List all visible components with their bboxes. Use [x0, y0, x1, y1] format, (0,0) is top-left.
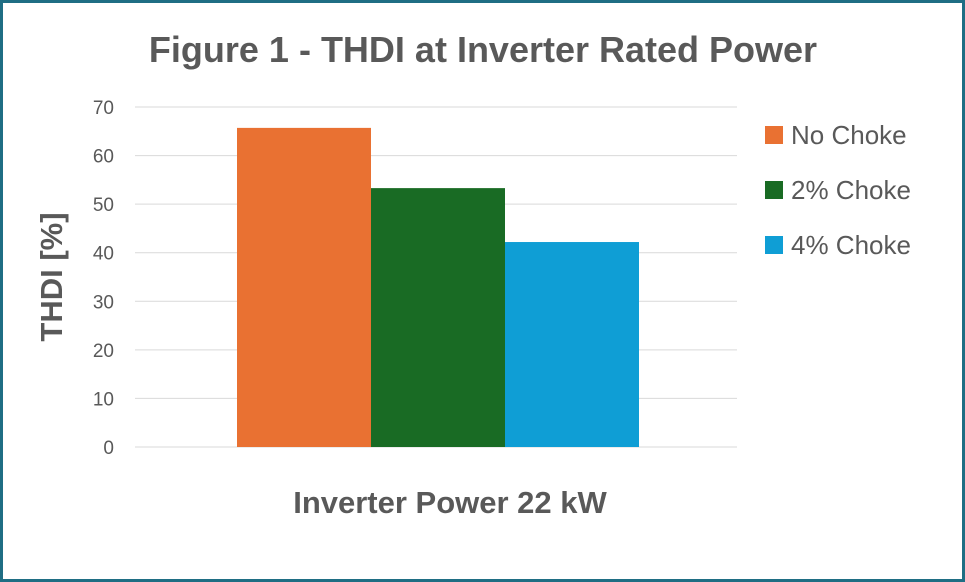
legend-swatch — [765, 236, 783, 254]
legend-label: 2% Choke — [791, 175, 911, 205]
y-tick-label: 0 — [103, 438, 114, 459]
legend-label: 4% Choke — [791, 230, 911, 260]
y-tick-label: 60 — [93, 147, 114, 168]
legend-label: No Choke — [791, 120, 907, 150]
legend-swatch — [765, 181, 783, 199]
y-tick-label: 50 — [93, 195, 114, 216]
legend: No Choke 2% Choke 4% Choke — [765, 120, 911, 260]
bar-no-choke — [237, 127, 371, 447]
chart-title: Figure 1 - THDI at Inverter Rated Power — [149, 29, 817, 70]
y-tick-label: 70 — [93, 98, 114, 119]
legend-swatch — [765, 126, 783, 144]
y-axis-title: THDI [%] — [34, 212, 69, 341]
y-tick-label: 40 — [93, 244, 114, 265]
y-tick-label: 30 — [93, 292, 114, 313]
y-tick-labels: 0 10 20 30 40 50 60 70 — [93, 98, 114, 459]
bars — [237, 127, 639, 447]
y-tick-label: 20 — [93, 341, 114, 362]
bar-2-choke — [371, 188, 505, 447]
y-tick-label: 10 — [93, 389, 114, 410]
bar-4-choke — [505, 242, 639, 447]
x-axis-title: Inverter Power 22 kW — [293, 485, 607, 520]
